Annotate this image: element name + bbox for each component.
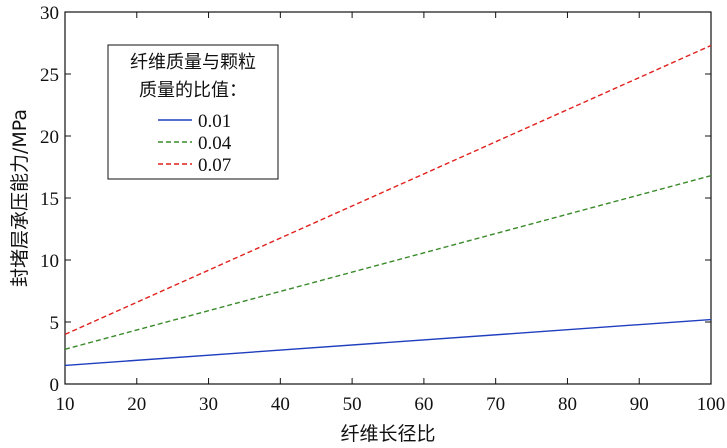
series-layer	[64, 44, 712, 367]
x-tick-label: 80	[558, 394, 577, 415]
x-tick-label: 100	[697, 394, 726, 415]
y-tick-label: 0	[50, 375, 60, 396]
y-tick-label: 25	[40, 65, 59, 86]
x-tick-label: 50	[343, 394, 362, 415]
legend: 纤维质量与颗粒 质量的比值： 0.01 0.04 0.07	[107, 44, 279, 180]
x-tick-label: 70	[486, 394, 505, 415]
x-tick-label: 20	[127, 394, 146, 415]
x-tick-label: 90	[630, 394, 649, 415]
x-tick-label: 60	[414, 394, 433, 415]
y-tick-label: 5	[50, 313, 60, 334]
x-tick-label: 10	[56, 394, 75, 415]
y-axis-ticks: 0 5 10 15 20 25 30	[40, 3, 711, 396]
x-tick-label: 30	[199, 394, 218, 415]
legend-label-series-2: 0.04	[198, 133, 232, 154]
x-axis-title: 纤维长径比	[340, 423, 435, 445]
series-line-1	[64, 318, 712, 367]
y-tick-label: 15	[40, 189, 59, 210]
legend-title-line2: 质量的比值：	[139, 80, 247, 101]
legend-label-series-1: 0.01	[198, 111, 231, 132]
y-axis-title: 封堵层承压能力/MPa	[9, 109, 31, 287]
y-tick-label: 30	[40, 3, 59, 24]
legend-box	[107, 44, 279, 180]
series-line-2	[64, 175, 712, 350]
x-tick-label: 40	[271, 394, 290, 415]
y-tick-label: 10	[40, 251, 59, 272]
legend-title-line1: 纤维质量与颗粒	[130, 52, 256, 73]
y-tick-label: 20	[40, 127, 59, 148]
legend-label-series-3: 0.07	[198, 155, 231, 176]
x-axis-ticks: 10 20 30 40 50 60 70 80 90 100	[56, 12, 726, 415]
series-line-3	[64, 44, 712, 336]
